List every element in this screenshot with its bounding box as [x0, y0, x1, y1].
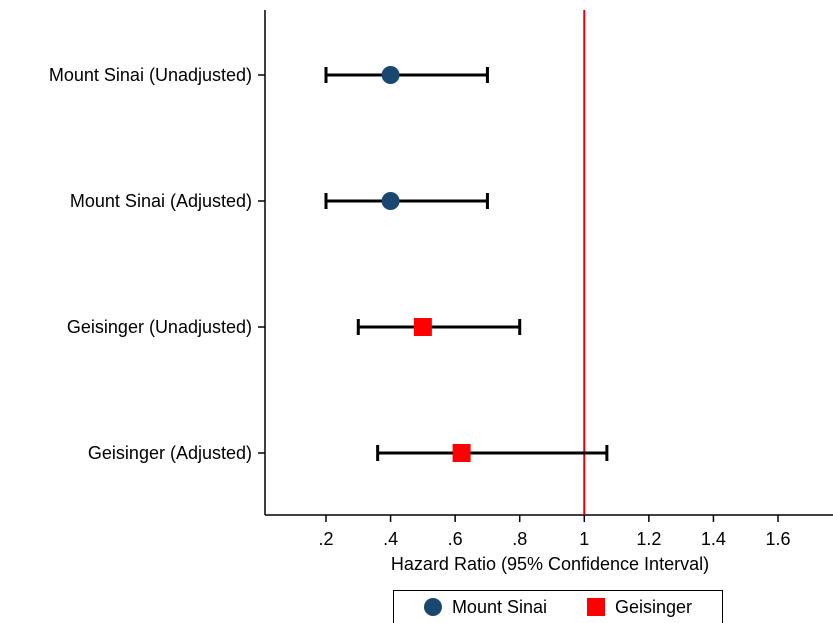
legend-label-geisinger: Geisinger — [615, 596, 693, 617]
x-tick-label: 1.2 — [636, 529, 661, 549]
y-tick-label: Mount Sinai (Unadjusted) — [49, 65, 252, 85]
x-axis-title: Hazard Ratio (95% Confidence Interval) — [391, 554, 709, 574]
x-tick-label: 1 — [579, 529, 589, 549]
x-tick-label: 1.4 — [701, 529, 726, 549]
legend-item-geisinger: Geisinger — [587, 597, 692, 618]
y-tick-label: Geisinger (Unadjusted) — [67, 317, 252, 337]
y-tick-label: Mount Sinai (Adjusted) — [70, 191, 252, 211]
x-tick-label: .2 — [318, 529, 333, 549]
legend-label-mount-sinai: Mount Sinai — [451, 596, 547, 617]
point-estimate — [452, 444, 471, 462]
point-estimate — [381, 192, 400, 210]
x-tick-label: .8 — [512, 529, 527, 549]
x-tick-label: .6 — [448, 529, 463, 549]
y-tick-label: Geisinger (Adjusted) — [88, 443, 252, 463]
plot-area: .2 .4 .6 .8 1 1.2 1.4 1.6 Hazard Ratio (95% Conf… — [49, 10, 833, 574]
legend-item-mount-sinai: Mount Sinai — [423, 596, 547, 618]
x-tick-label: 1.6 — [765, 529, 790, 549]
x-tick-label: .4 — [383, 529, 398, 549]
legend: Mount Sinai Geisinger — [393, 590, 723, 623]
square-marker-icon — [587, 598, 605, 616]
circle-marker-icon — [423, 598, 442, 616]
point-estimate — [413, 318, 432, 336]
point-estimate — [381, 66, 400, 84]
